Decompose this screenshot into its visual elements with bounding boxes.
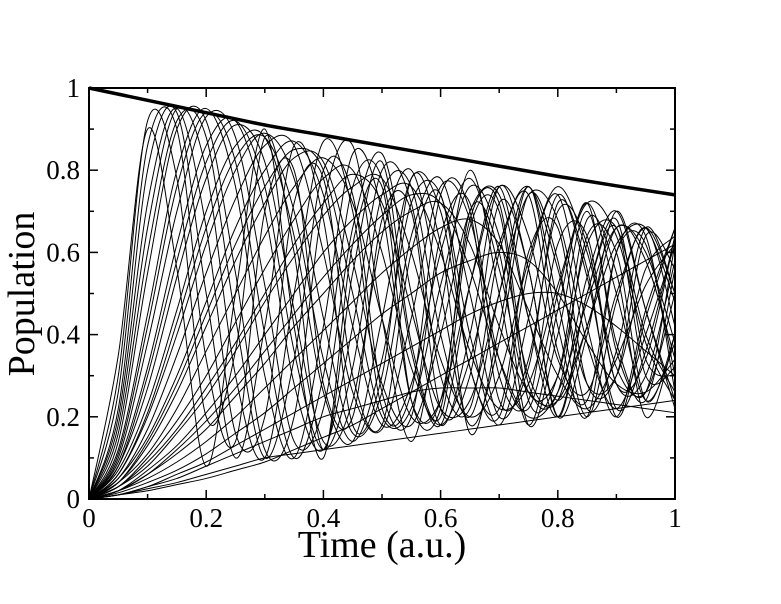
- oscillation-curve-28: [88, 108, 676, 500]
- y-tick-label: 0.4: [46, 320, 80, 350]
- oscillation-curve-25: [88, 127, 676, 500]
- x-axis-title: Time (a.u.): [298, 524, 467, 566]
- oscillation-curve-5: [88, 108, 676, 500]
- y-tick-label: 0: [67, 484, 81, 514]
- oscillation-curve-2: [88, 105, 676, 500]
- envelope-curve: [88, 86, 676, 197]
- oscillation-curve-17: [88, 182, 676, 500]
- oscillation-curve-1: [88, 108, 676, 500]
- x-tick-label: 0: [82, 503, 96, 533]
- oscillation-curve-34: [88, 192, 676, 500]
- y-tick-label: 0.8: [46, 155, 80, 185]
- x-tick-label: 1: [668, 503, 682, 533]
- oscillation-curve-16: [88, 173, 676, 500]
- x-tick-label: 0.4: [307, 503, 341, 533]
- oscillation-curve-27: [88, 108, 676, 500]
- oscillation-curve-8: [88, 124, 676, 500]
- envelope-layer: [88, 86, 676, 197]
- oscillation-curve-18: [88, 200, 676, 500]
- x-tick-label: 0.2: [189, 503, 223, 533]
- y-tick-label: 0.2: [46, 402, 80, 432]
- oscillation-curve-32: [88, 147, 676, 500]
- oscillation-curve-29: [88, 111, 676, 500]
- oscillation-curve-33: [88, 173, 676, 500]
- oscillation-curve-26: [88, 106, 676, 500]
- oscillation-curve-21: [88, 291, 676, 500]
- oscillation-curve-10: [88, 132, 676, 500]
- x-tick-label: 0.8: [541, 503, 575, 533]
- y-tick-label: 1: [67, 73, 81, 103]
- oscillation-curve-13: [88, 150, 676, 500]
- y-tick-label: 0.6: [46, 237, 80, 267]
- oscillation-curve-11: [88, 134, 676, 500]
- x-tick-label: 0.6: [424, 503, 458, 533]
- oscillation-curve-7: [88, 116, 676, 500]
- oscillation-curve-14: [88, 157, 676, 500]
- oscillation-curve-30: [88, 120, 676, 500]
- oscillation-curve-23: [88, 399, 676, 500]
- axis-ticks: [88, 87, 676, 500]
- oscillation-curve-31: [88, 134, 676, 500]
- y-axis-title: Population: [1, 212, 43, 377]
- oscillation-curves: [88, 105, 676, 500]
- oscillation-curve-24: [88, 243, 676, 500]
- y-tick-labels: 0 0.2 0.4 0.6 0.8 1: [46, 73, 80, 514]
- x-tick-labels: 0 0.2 0.4 0.6 0.8 1: [82, 503, 682, 533]
